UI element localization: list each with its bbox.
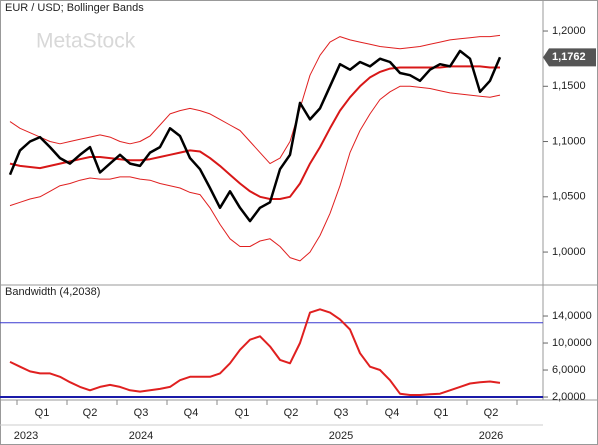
x-tick-label: Q1 xyxy=(235,407,250,419)
x-year-label: 2023 xyxy=(14,430,38,442)
series-line xyxy=(9,85,501,262)
watermark: MetaStock xyxy=(36,30,136,53)
x-tick-label: Q1 xyxy=(434,407,449,419)
x-year-label: 2024 xyxy=(129,430,153,442)
series-line xyxy=(9,65,500,200)
x-tick-label: Q1 xyxy=(35,407,50,419)
y-tick-label: 2,0000 xyxy=(552,391,586,403)
y-tick-label: 1,0500 xyxy=(552,191,586,203)
x-tick-label: Q4 xyxy=(385,407,400,419)
x-tick-label: Q3 xyxy=(334,407,349,419)
series-line xyxy=(8,49,502,223)
x-tick-label: Q3 xyxy=(134,407,149,419)
y-tick-label: 1,1500 xyxy=(552,80,586,92)
chart-title: EUR / USD; Bollinger Bands xyxy=(5,2,144,14)
y-tick-label: 10,0000 xyxy=(552,337,592,349)
x-year-label: 2025 xyxy=(329,430,353,442)
y-tick-label: 6,0000 xyxy=(552,364,586,376)
series-line xyxy=(9,308,501,396)
y-tick-label: 1,1000 xyxy=(552,135,586,147)
series-line xyxy=(9,34,501,165)
x-tick-label: Q4 xyxy=(184,407,199,419)
last-value-label: 1,1762 xyxy=(552,51,586,63)
x-tick-label: Q2 xyxy=(484,407,499,419)
panel-title: Bandwidth (4,2038) xyxy=(5,286,100,298)
x-year-label: 2026 xyxy=(479,430,503,442)
x-tick-label: Q2 xyxy=(284,407,299,419)
y-tick-label: 1,0000 xyxy=(552,246,586,258)
x-tick-label: Q2 xyxy=(83,407,98,419)
y-tick-label: 1,2000 xyxy=(552,25,586,37)
last-value-tag xyxy=(543,48,596,67)
y-tick-label: 14,0000 xyxy=(552,310,592,322)
